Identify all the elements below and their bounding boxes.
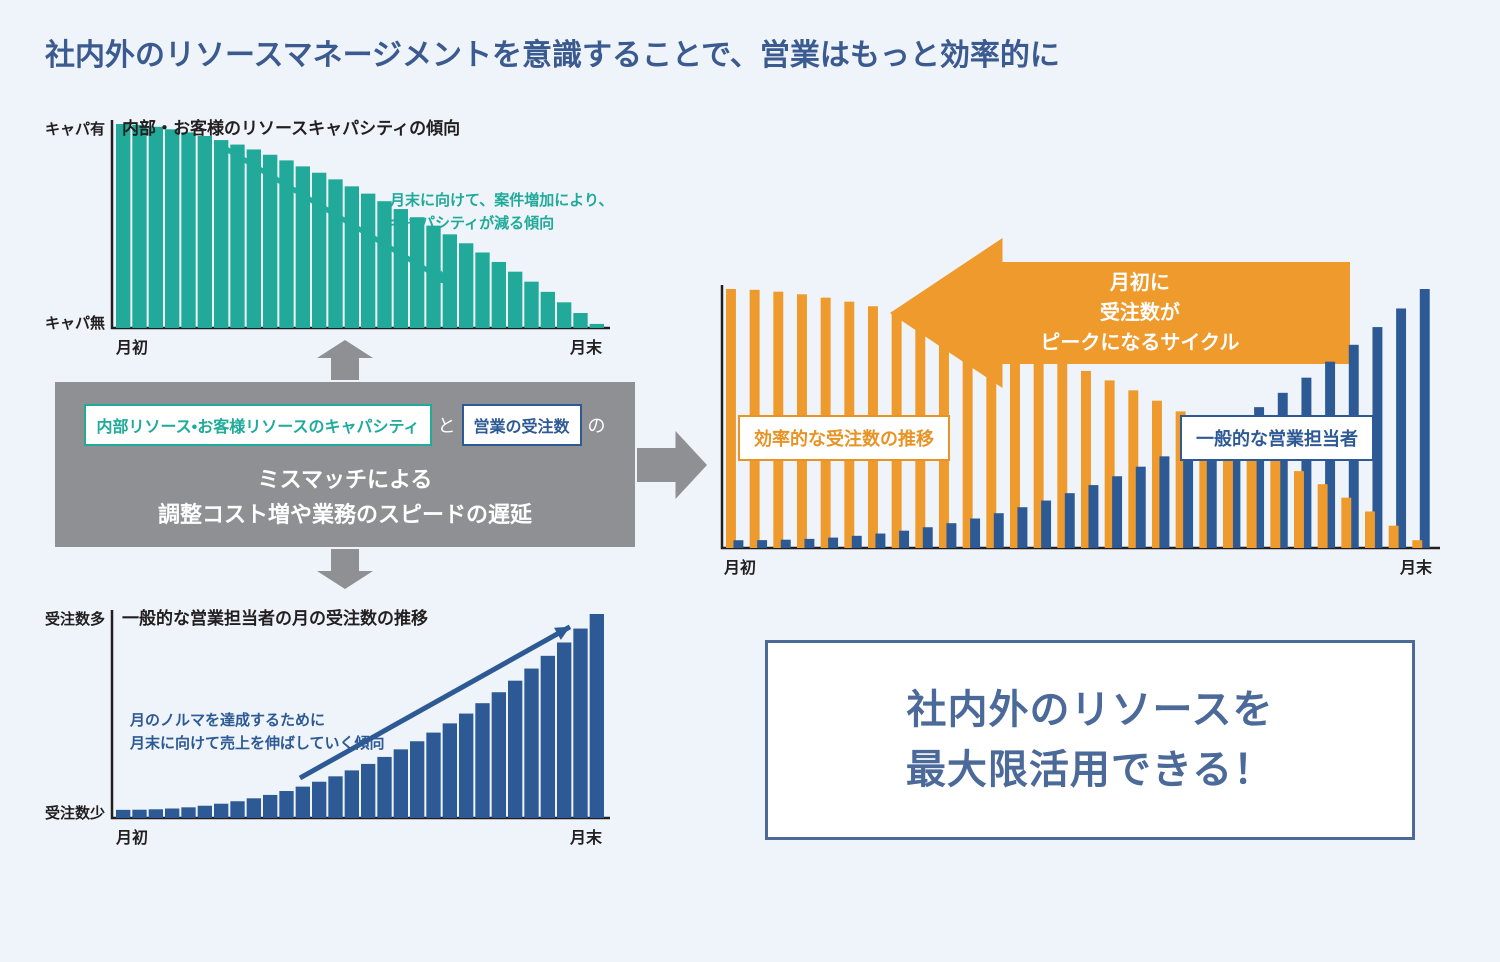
x-axis-start-label: 月初 [116, 824, 148, 848]
x-axis-end-label: 月末 [570, 824, 602, 848]
connector-arrow-down [317, 549, 373, 589]
chart-title: 一般的な営業担当者の月の受注数の推移 [122, 604, 428, 629]
pill-orders: 営業の受注数 [462, 404, 582, 446]
pill-capacity: 内部リソース•お客様リソースのキャパシティ [84, 404, 431, 446]
x-axis-start-label: 月初 [724, 554, 756, 578]
badge-typical-sales: 一般的な営業担当者 [1180, 415, 1374, 461]
conclusion-box: 社内外のリソースを最大限活用できる！ [765, 640, 1415, 840]
connector-arrow-up [317, 340, 373, 380]
conj-of: の [588, 412, 606, 438]
x-axis-end-label: 月末 [1400, 554, 1432, 578]
y-axis-max-label: 受注数多 [35, 608, 105, 629]
x-axis-start-label: 月初 [116, 334, 148, 358]
conj-and: と [438, 412, 456, 438]
connector-arrow-right [637, 431, 707, 499]
badge-efficient-orders: 効率的な受注数の推移 [738, 415, 950, 461]
chart-orders-annotation: 月のノルマを達成するために月末に向けて売上を伸ばしていく傾向 [130, 710, 385, 755]
x-axis-end-label: 月末 [570, 334, 602, 358]
mismatch-text: ミスマッチによる調整コスト増や業務のスピードの遅延 [65, 462, 625, 532]
chart-title: 内部・お客様のリソースキャパシティの傾向 [122, 114, 460, 139]
y-axis-min-label: 受注数少 [35, 802, 105, 823]
chart-capacity-annotation: 月末に向けて、案件増加により、キャパシティが減る傾向 [390, 190, 613, 235]
page-title: 社内外のリソースマネージメントを意識することで、営業はもっと効率的に [45, 30, 1060, 74]
mismatch-box: 内部リソース•お客様リソースのキャパシティ と 営業の受注数 の ミスマッチによ… [55, 382, 635, 547]
y-axis-max-label: キャパ有 [35, 118, 105, 139]
y-axis-min-label: キャパ無 [35, 312, 105, 333]
